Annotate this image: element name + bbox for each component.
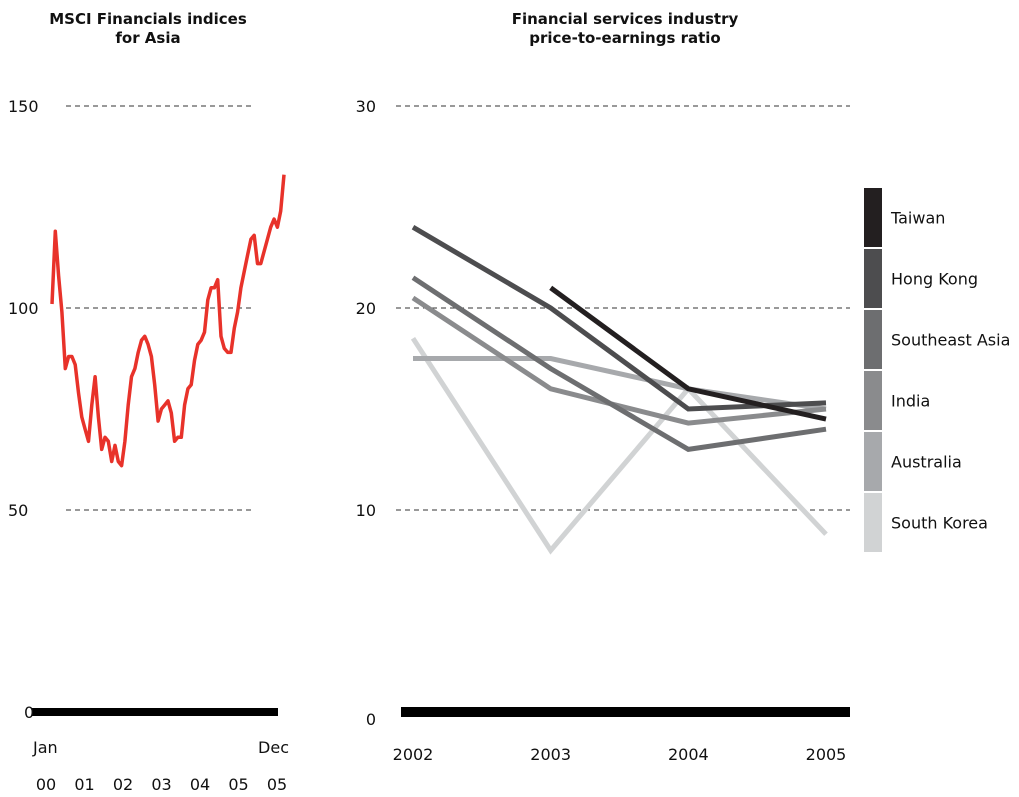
- series-line-southeast-asia: [411, 275, 827, 453]
- left-y-tick-label: 150: [8, 97, 39, 116]
- left-chart-title-line-2: for Asia: [115, 29, 180, 47]
- right-chart-title-line-1: Financial services industry: [512, 10, 739, 28]
- right-chart-title-line-2: price-to-earnings ratio: [529, 29, 720, 47]
- legend-swatch-south-korea: [864, 493, 882, 552]
- left-y-tick-label: 0: [24, 703, 34, 722]
- legend-label-southeast-asia: Southeast Asia: [891, 331, 1010, 350]
- legend-swatch-hong-kong: [864, 249, 882, 308]
- right-y-tick-label: 0: [366, 710, 376, 729]
- right-y-tick-label: 10: [356, 501, 376, 520]
- legend-label-india: India: [891, 392, 930, 411]
- left-chart-title-line-1: MSCI Financials indices: [49, 10, 247, 28]
- series-line-australia: [413, 356, 827, 412]
- left-chart: 0 50 100 150 Jan Dec 00 01 02 03 04 05 05: [8, 97, 289, 794]
- legend-swatch-taiwan: [864, 188, 882, 247]
- left-x-year-label: 00: [36, 775, 56, 794]
- series-line-india: [411, 295, 827, 426]
- legend-swatch-southeast-asia: [864, 310, 882, 369]
- left-x-year-label: 03: [151, 775, 171, 794]
- right-x-tick-label: 2005: [806, 745, 847, 764]
- legend-label-hong-kong: Hong Kong: [891, 270, 978, 289]
- legend-label-australia: Australia: [891, 453, 962, 472]
- series-line-taiwan: [549, 285, 827, 422]
- legend: Taiwan Hong Kong Southeast Asia India Austra…: [864, 188, 1010, 552]
- legend-swatch-india: [864, 371, 882, 430]
- legend-swatch-australia: [864, 432, 882, 491]
- right-x-tick-label: 2003: [530, 745, 571, 764]
- right-y-tick-label: 20: [356, 299, 376, 318]
- legend-label-taiwan: Taiwan: [890, 209, 945, 228]
- right-y-tick-label: 30: [356, 97, 376, 116]
- left-series-line: [50, 174, 286, 468]
- right-x-tick-label: 2002: [393, 745, 434, 764]
- left-x-year-label: 04: [190, 775, 210, 794]
- right-x-tick-label: 2004: [668, 745, 709, 764]
- left-x-year-label: 05: [267, 775, 287, 794]
- left-x-label-start: Jan: [32, 738, 58, 757]
- left-y-tick-label: 100: [8, 299, 39, 318]
- left-x-year-label: 02: [113, 775, 133, 794]
- left-x-label-end: Dec: [258, 738, 289, 757]
- series-line-south-korea: [410, 336, 828, 555]
- left-x-year-label: 01: [74, 775, 94, 794]
- legend-label-south-korea: South Korea: [891, 514, 988, 533]
- left-y-tick-label: 50: [8, 501, 28, 520]
- left-x-year-label: 05: [228, 775, 248, 794]
- right-chart: 0 10 20 30 2002 2003 2004 2005: [356, 97, 850, 764]
